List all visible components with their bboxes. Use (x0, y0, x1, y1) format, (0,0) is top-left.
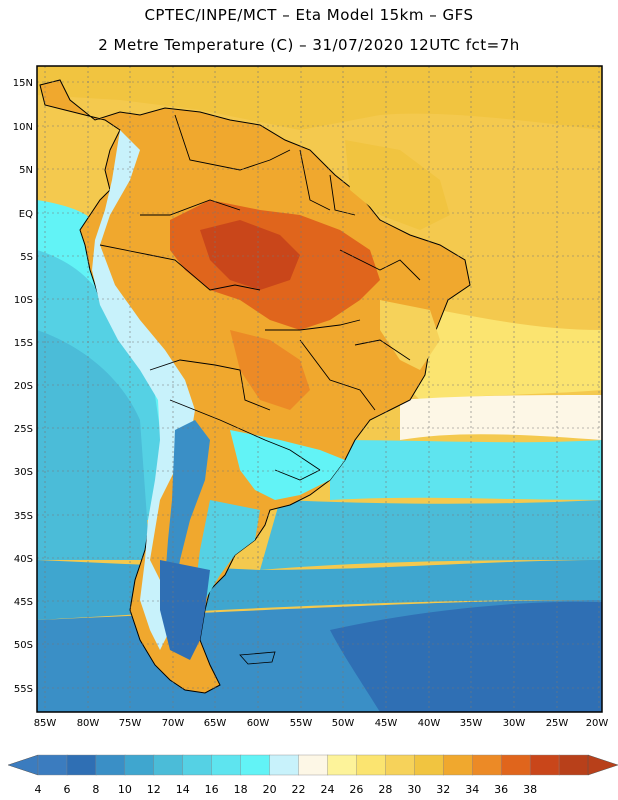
colorbar-label: 38 (523, 783, 537, 796)
colorbar-label: 28 (378, 783, 392, 796)
colorbar-label: 22 (292, 783, 306, 796)
lon-label: 55W (290, 718, 313, 729)
colorbar-swatch (211, 754, 242, 776)
lon-label: 35W (460, 718, 483, 729)
lat-label: 50S (14, 640, 33, 651)
colorbar-label: 20 (263, 783, 277, 796)
colorbar-label: 24 (320, 783, 334, 796)
lon-label: 45W (375, 718, 398, 729)
lat-label: 35S (14, 511, 33, 522)
lon-label: 70W (162, 718, 185, 729)
lat-label: 30S (14, 467, 33, 478)
lat-label: 15N (13, 78, 33, 89)
lat-label: 15S (14, 338, 33, 349)
lat-label: 45S (14, 597, 33, 608)
colorbar-label: 6 (63, 783, 70, 796)
colorbar-swatch (529, 754, 560, 776)
lat-label: 25S (14, 424, 33, 435)
lat-label: EQ (19, 209, 33, 220)
lon-label: 80W (77, 718, 100, 729)
lon-label: 20W (586, 718, 609, 729)
colorbar-label: 4 (35, 783, 42, 796)
chaco-heat (230, 330, 310, 410)
andes-cool-strip (92, 130, 195, 650)
lon-label: 60W (247, 718, 270, 729)
colorbar-label: 10 (118, 783, 132, 796)
colorbar-label: 16 (205, 783, 219, 796)
map-title-line2: 2 Metre Temperature (C) – 31/07/2020 12U… (98, 36, 520, 54)
lat-label: 55S (14, 684, 33, 695)
colorbar-swatch (95, 754, 126, 776)
map-field (37, 66, 602, 712)
colorbar-swatch (37, 754, 68, 776)
lat-label: 5N (19, 165, 33, 176)
atlantic-band-22 (400, 395, 602, 440)
colorbar-label: 26 (349, 783, 363, 796)
latitude-axis: 15N 10N 5N EQ 5S 10S 15S 20S 25S 30S 35S… (13, 78, 33, 695)
colorbar-label: 8 (92, 783, 99, 796)
lon-label: 30W (503, 718, 526, 729)
lat-label: 40S (14, 554, 33, 565)
colorbar-swatch (414, 754, 444, 776)
atlantic-band-14 (260, 500, 602, 570)
map-frame (36, 65, 603, 713)
colorbar-label: 12 (147, 783, 161, 796)
guiana-warm (345, 140, 450, 230)
lon-label: 25W (546, 718, 569, 729)
bahia-warm (380, 300, 440, 370)
colorbar-label: 34 (465, 783, 479, 796)
colorbar-label: 18 (234, 783, 248, 796)
lon-label: 85W (34, 718, 57, 729)
colorbar-label: 14 (176, 783, 190, 796)
map-gridlines (37, 66, 602, 712)
south-band-8 (330, 601, 602, 712)
colorbar-label: 30 (407, 783, 421, 796)
colorbar-swatch (124, 754, 155, 776)
lat-label: 10S (14, 295, 33, 306)
colorbar-swatch (182, 754, 213, 776)
colorbar-swatch (558, 754, 589, 776)
colorbar-swatch (472, 754, 502, 776)
colorbar-swatch (66, 754, 97, 776)
colorbar-swatch (327, 754, 358, 776)
pacific-band-14 (37, 330, 150, 560)
amazon-heat-max (200, 220, 300, 290)
patagonian-andes-cold (165, 420, 210, 590)
lon-label: 40W (418, 718, 441, 729)
colorbar-swatch (443, 754, 473, 776)
longitude-axis: 85W 80W 75W 70W 65W 60W 55W 50W 45W 40W … (34, 718, 609, 729)
patagonia-cold (160, 560, 210, 660)
lat-label: 10N (13, 122, 33, 133)
colorbar-swatch (269, 754, 300, 776)
lat-label: 20S (14, 381, 33, 392)
colorbar-swatch (385, 754, 416, 776)
falkland-islands (239, 651, 276, 665)
colorbar-swatch (298, 754, 329, 776)
colorbar-left-arrow (7, 754, 39, 776)
colorbar-label: 32 (436, 783, 450, 796)
colorbar-swatch (240, 754, 271, 776)
colorbar-swatch (153, 754, 184, 776)
colorbar-swatch (500, 754, 531, 776)
temperature-colorbar: 4 6 8 10 12 14 16 18 20 22 24 26 28 30 32 34 36 38 (7, 754, 618, 796)
lat-label: 5S (20, 252, 33, 263)
lon-label: 50W (332, 718, 355, 729)
lon-label: 65W (204, 718, 227, 729)
lon-label: 75W (119, 718, 142, 729)
pampas-cool (230, 430, 345, 500)
atlantic-band-18 (330, 440, 602, 500)
patagonia-cool (195, 500, 260, 600)
colorbar-label: 36 (494, 783, 508, 796)
colorbar-swatch (356, 754, 387, 776)
country-borders (99, 114, 421, 481)
colorbar-right-arrow (587, 754, 618, 776)
map-title-line1: CPTEC/INPE/MCT – Eta Model 15km – GFS (144, 6, 474, 24)
